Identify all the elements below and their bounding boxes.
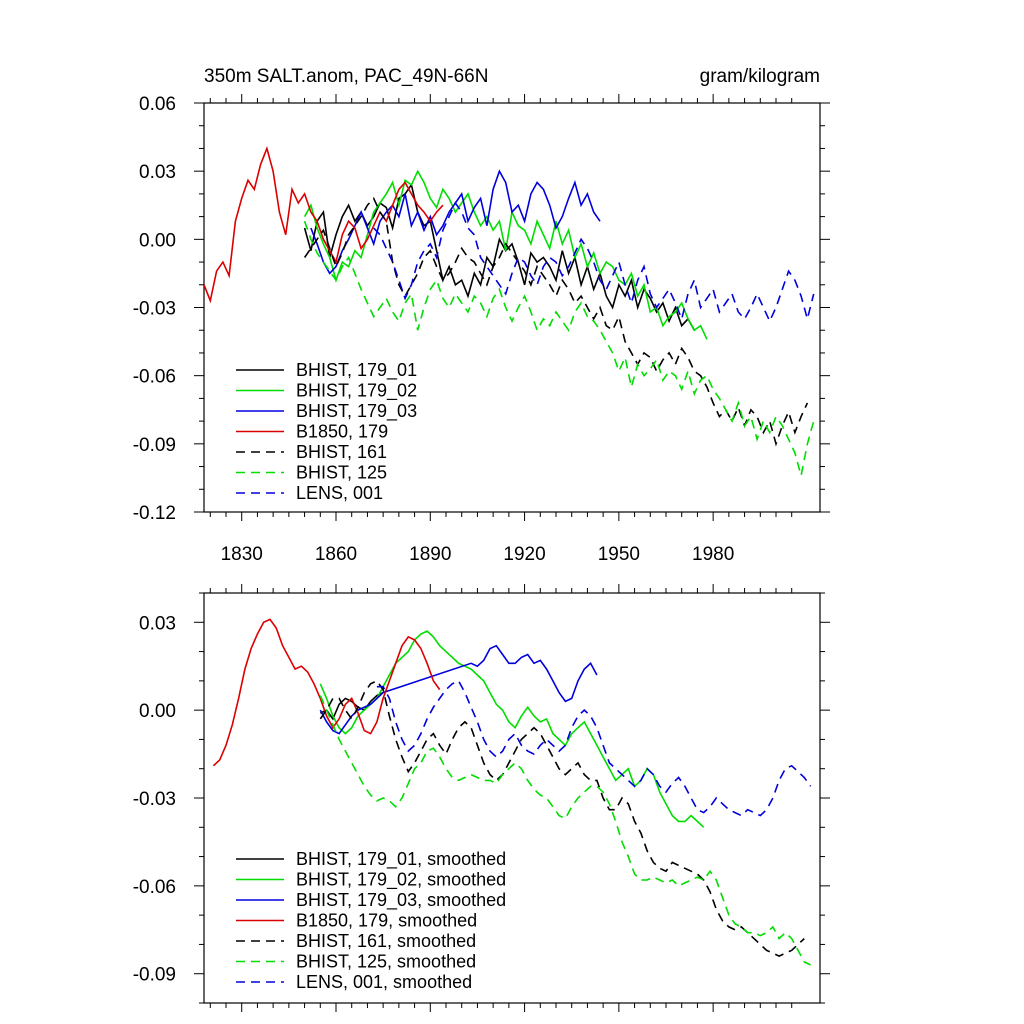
legend-label: BHIST, 179_02 [296, 381, 417, 402]
legend-label: BHIST, 161, smoothed [296, 931, 476, 951]
y-tick-label: 0.06 [139, 94, 176, 115]
series-line-1 [319, 630, 705, 828]
x-tick-label: 1950 [598, 544, 640, 565]
series-line-0 [319, 691, 384, 721]
y-tick-label: 0.03 [139, 613, 176, 634]
bottom-panel: -0.09 -0.06 -0.03 0.00 0.03 BHIST, 179_01, sm… [133, 584, 830, 1012]
y-tick-label: -0.09 [133, 965, 176, 986]
y-tick-label: -0.03 [133, 299, 176, 320]
y-tick-label: 0.00 [139, 701, 176, 722]
series-line-0 [303, 182, 695, 331]
legend-label: B1850, 179, smoothed [296, 911, 477, 931]
units-label: gram/kilogram [700, 66, 820, 87]
series-line-3 [204, 145, 444, 304]
legend-label: BHIST, 179_01, smoothed [296, 849, 506, 870]
series-line-6 [373, 201, 815, 324]
x-tick-label: 1980 [692, 544, 734, 565]
legend-label: LENS, 001, smoothed [296, 972, 472, 992]
y-tick-label: 0.03 [139, 162, 176, 183]
y-tick-label: -0.09 [133, 435, 176, 456]
y-tick-label: 0.00 [139, 230, 176, 251]
legend-label: BHIST, 179_03, smoothed [296, 890, 506, 911]
legend-label: BHIST, 161 [296, 442, 387, 462]
legend-label: LENS, 001 [296, 483, 383, 503]
top-panel: 350m SALT.anom, PAC_49N-66N gram/kilogra… [133, 66, 830, 565]
legend-label: BHIST, 125, smoothed [296, 952, 476, 972]
x-tick-label: 1830 [221, 544, 263, 565]
series-line-2 [319, 644, 598, 735]
x-tick-label: 1860 [315, 544, 357, 565]
series-line-1 [303, 169, 708, 340]
y-tick-label: -0.12 [133, 503, 176, 524]
legend-label: BHIST, 179_01 [296, 360, 417, 381]
legend-label: BHIST, 179_02, smoothed [296, 870, 506, 891]
y-tick-label: -0.06 [133, 877, 176, 898]
series-line-6 [376, 679, 812, 817]
legend-label: BHIST, 179_03 [296, 401, 417, 422]
y-tick-label: -0.03 [133, 789, 176, 810]
series-line-3 [212, 618, 441, 767]
y-tick-label: -0.06 [133, 367, 176, 388]
legend-label: BHIST, 125 [296, 463, 387, 483]
x-tick-label: 1920 [503, 544, 545, 565]
series-line-5 [319, 695, 811, 966]
series-line-5 [303, 220, 815, 476]
x-tick-label: 1890 [409, 544, 451, 565]
panel-title: 350m SALT.anom, PAC_49N-66N [204, 66, 488, 87]
legend-label: B1850, 179 [296, 422, 388, 442]
